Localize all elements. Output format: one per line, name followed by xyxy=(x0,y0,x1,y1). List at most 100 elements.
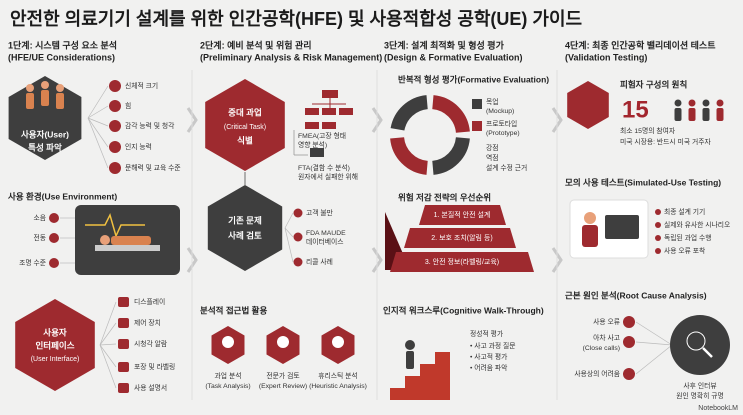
label: 소음 xyxy=(33,214,46,222)
label: 힘 xyxy=(125,101,131,110)
label: 인터페이스 xyxy=(35,340,74,350)
item-icon xyxy=(118,362,129,372)
prototype-icon xyxy=(472,121,482,131)
label: 감각 능력 및 청각 xyxy=(125,122,174,130)
label: (Prototype) xyxy=(486,130,520,137)
label: 시청각 알람 xyxy=(134,339,168,348)
fmea-node xyxy=(322,108,336,115)
label: 사용자 xyxy=(43,327,67,337)
pyramid-level xyxy=(390,252,534,272)
label: 인지적 워크스루(Cognitive Walk-Through) xyxy=(383,305,544,315)
cause-icon xyxy=(623,368,635,380)
label: (User Interface) xyxy=(31,356,80,363)
connector xyxy=(635,321,673,346)
fmea-node xyxy=(305,122,319,129)
label: 독립된 과업 수행 xyxy=(664,233,712,242)
person-head xyxy=(688,99,696,107)
trait-icon xyxy=(109,100,121,112)
trait-icon xyxy=(109,141,121,153)
patient-body xyxy=(111,236,151,245)
connector xyxy=(99,322,117,346)
label: 1단계: 시스템 구성 요소 분석 xyxy=(8,39,117,50)
critical-task-hexagon xyxy=(205,79,285,171)
fta-node xyxy=(310,148,324,157)
separator-chevron xyxy=(371,247,383,273)
participants-hexagon xyxy=(567,81,609,129)
connector xyxy=(87,117,109,127)
cycle-arc xyxy=(431,136,470,175)
separator-chevron xyxy=(371,107,383,133)
source-icon xyxy=(293,232,303,242)
cycle-arc xyxy=(431,95,470,134)
root-cause-circle xyxy=(670,315,730,375)
label: 안전한 의료기기 설계를 위한 인간공학(HFE) 및 사용적합성 공학(UE)… xyxy=(10,8,582,29)
label: 사용상의 어려움 xyxy=(574,369,620,378)
label: 중대 과업 xyxy=(228,107,262,117)
item-icon xyxy=(118,318,129,328)
trait-icon xyxy=(109,120,121,132)
label: 근본 원인 분석(Root Cause Analysis) xyxy=(565,290,707,300)
label: 신체적 크기 xyxy=(125,81,158,90)
walker-head xyxy=(405,340,415,350)
label: 사용 오류 포착 xyxy=(664,246,705,255)
label: FTA(결함 수 분석) xyxy=(298,163,350,172)
label: 2단계: 예비 분석 및 위험 관리 xyxy=(200,39,312,50)
tester-body xyxy=(582,225,598,247)
cause-icon xyxy=(623,316,635,328)
label: 최종 설계 기기 xyxy=(664,207,705,216)
label: 영향 분석) xyxy=(298,140,327,149)
label: • 어려움 파악 xyxy=(470,363,507,372)
label: 사용 환경(Use Environment) xyxy=(8,191,117,201)
label: (Design & Formative Evaluation) xyxy=(384,52,523,62)
label: 사용 오류 xyxy=(593,317,620,326)
label: 디스플레이 xyxy=(134,297,165,306)
label: FDA MAUDE xyxy=(306,230,346,237)
cause-icon xyxy=(623,336,635,348)
label: 원인 명확히 규명 xyxy=(676,391,724,400)
person-body xyxy=(26,93,34,109)
person-body xyxy=(56,93,64,109)
label: 사례 검토 xyxy=(228,230,262,240)
label: 강점 xyxy=(486,143,499,152)
person-head xyxy=(41,81,49,89)
magnifier-handle xyxy=(702,347,713,358)
label: 특성 파악 xyxy=(28,142,62,152)
label: 전문가 검토 xyxy=(266,371,299,380)
label: • 사고 과정 질문 xyxy=(470,341,516,350)
connector xyxy=(99,301,117,346)
tester-head xyxy=(584,212,596,224)
method-icon xyxy=(222,336,234,348)
label: 고객 불만 xyxy=(306,208,333,217)
label: (Preliminary Analysis & Risk Management) xyxy=(200,52,382,62)
person-head xyxy=(702,99,710,107)
patient-head xyxy=(100,235,110,245)
magnifier xyxy=(686,331,706,351)
label: (Close calls) xyxy=(583,345,620,352)
label: 설계 수정 근거 xyxy=(486,163,527,172)
label: 휴리스틱 분석 xyxy=(318,371,357,380)
device xyxy=(605,215,639,239)
connector xyxy=(87,85,109,119)
label: 데이터베이스 xyxy=(306,237,344,246)
connector xyxy=(284,227,294,238)
label: 원자에서 실패한 위해 xyxy=(298,172,358,181)
connector xyxy=(87,117,109,169)
label: 리콜 사례 xyxy=(306,257,333,266)
source-icon xyxy=(293,208,303,218)
label: 정성적 평가 xyxy=(470,329,504,338)
connector xyxy=(284,227,294,263)
person-head xyxy=(674,99,682,107)
pyramid-level xyxy=(404,228,516,248)
trait-icon xyxy=(109,80,121,92)
separator-chevron xyxy=(551,107,563,133)
label: 최소 15명의 참여자 xyxy=(620,126,676,135)
label: (HFE/UE Considerations) xyxy=(8,52,115,62)
bullet-icon xyxy=(655,235,661,241)
label: 사후 인터뷰 xyxy=(683,381,716,390)
bullet-icon xyxy=(655,248,661,254)
fmea-node xyxy=(322,122,336,129)
item-icon xyxy=(118,339,129,349)
connector xyxy=(99,344,117,389)
label: (Mockup) xyxy=(486,108,514,115)
